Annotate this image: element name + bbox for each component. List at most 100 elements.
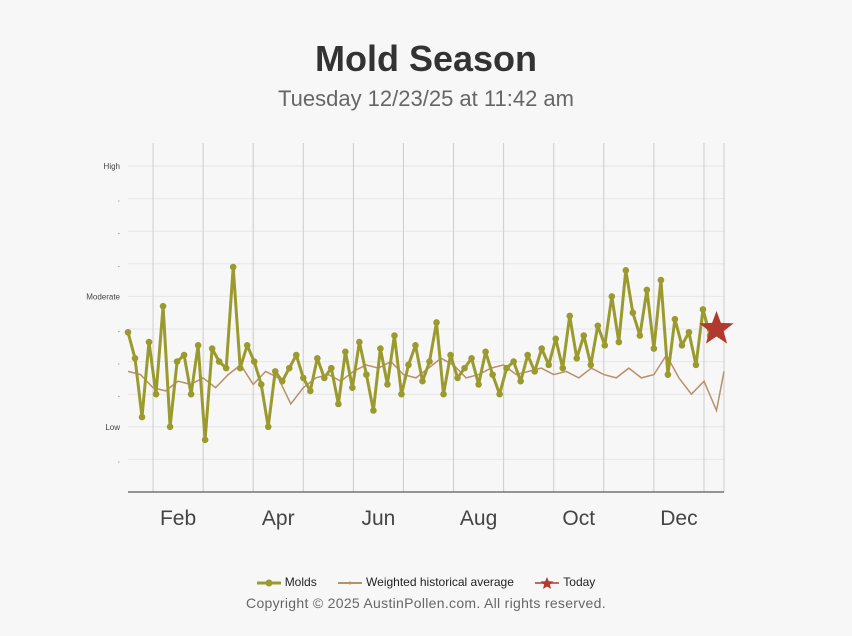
molds-point <box>580 332 588 339</box>
molds-point <box>307 387 314 395</box>
molds-point <box>510 358 517 365</box>
molds-point <box>629 309 637 317</box>
molds-legend-icon <box>256 579 281 587</box>
molds-point <box>531 368 538 375</box>
legend-label-historical: Weighted historical average <box>366 574 514 589</box>
molds-point <box>692 361 700 369</box>
molds-point <box>187 390 195 398</box>
molds-point <box>517 377 524 385</box>
molds-point <box>335 400 342 408</box>
molds-point <box>475 381 482 388</box>
star-legend-icon <box>535 576 560 589</box>
y-tick-label: . <box>118 260 120 269</box>
molds-point <box>384 381 391 388</box>
molds-point <box>229 263 237 271</box>
molds-point <box>398 390 405 398</box>
y-tick-label: . <box>118 325 120 334</box>
molds-point <box>131 355 139 362</box>
molds-point <box>257 381 265 388</box>
molds-point <box>426 358 433 365</box>
molds-point <box>678 342 686 349</box>
legend: Molds Weighted historical average Today <box>0 574 852 589</box>
legend-item-historical[interactable]: Weighted historical average <box>338 575 514 589</box>
molds-line <box>126 265 712 442</box>
molds-point <box>608 293 616 300</box>
molds-point <box>636 332 644 339</box>
molds-point <box>342 348 349 356</box>
legend-item-molds[interactable]: Molds <box>256 574 317 589</box>
molds-point <box>377 345 384 352</box>
molds-point <box>559 364 567 372</box>
molds-point <box>145 338 153 346</box>
y-tick-label: Low <box>105 423 120 432</box>
chart-subtitle: Tuesday 12/23/25 at 11:42 am <box>278 86 574 111</box>
molds-point <box>650 345 658 352</box>
molds-point <box>419 377 426 385</box>
molds-point <box>292 351 300 359</box>
molds-point <box>314 355 321 362</box>
molds-point <box>412 342 419 349</box>
y-tick-label: High <box>104 162 120 171</box>
x-tick-label: Aug <box>460 507 497 530</box>
y-tick-label: . <box>118 227 120 236</box>
y-tick-label: . <box>118 358 120 367</box>
legend-item-today[interactable]: Today <box>535 575 595 589</box>
molds-point <box>285 364 293 372</box>
today-star-marker <box>699 311 734 344</box>
molds-point <box>264 423 272 431</box>
molds-point <box>468 355 475 362</box>
molds-point <box>594 322 602 330</box>
x-tick-label: Dec <box>660 507 697 530</box>
molds-point <box>503 364 510 372</box>
molds-point <box>363 371 370 378</box>
molds-point <box>622 267 630 274</box>
molds-point <box>601 342 609 349</box>
molds-point <box>349 384 356 391</box>
molds-point <box>201 436 209 444</box>
x-tick-label: Apr <box>262 507 295 530</box>
legend-label-molds: Molds <box>284 574 317 589</box>
molds-point <box>440 390 447 398</box>
molds-point <box>152 390 160 398</box>
molds-point <box>454 374 461 382</box>
molds-point <box>482 348 489 356</box>
molds-point <box>643 286 651 294</box>
molds-point <box>370 407 377 414</box>
molds-point <box>433 319 440 326</box>
molds-point <box>538 345 545 352</box>
copyright-notice: Copyright © 2025 AustinPollen.com. All r… <box>246 595 606 611</box>
molds-point <box>159 302 167 310</box>
y-tick-label: Moderate <box>86 292 120 301</box>
molds-point <box>180 351 188 359</box>
molds-point <box>124 328 132 336</box>
mold-season-chart: High... Moderate... Low. Feb Apr Jun Aug Oct Dec <box>86 143 734 530</box>
molds-point <box>278 377 286 385</box>
molds-point <box>356 338 363 346</box>
molds-point <box>236 364 244 372</box>
molds-point <box>447 351 454 359</box>
molds-point <box>138 413 146 421</box>
y-tick-label: . <box>118 195 120 204</box>
molds-point <box>552 335 560 343</box>
molds-point <box>657 276 665 284</box>
historical-legend-icon <box>338 581 363 585</box>
molds-point <box>194 342 202 349</box>
molds-point <box>699 306 707 313</box>
molds-point <box>489 371 496 378</box>
molds-point <box>615 338 623 346</box>
y-tick-label: . <box>118 455 120 464</box>
x-tick-label: Oct <box>562 507 595 530</box>
molds-point <box>299 374 307 382</box>
molds-point <box>566 312 574 320</box>
molds-point <box>664 371 672 378</box>
molds-point <box>222 364 230 372</box>
molds-point <box>545 361 553 369</box>
molds-point <box>587 361 595 369</box>
molds-point <box>573 355 581 362</box>
molds-point <box>524 351 531 359</box>
molds-point <box>496 390 503 398</box>
molds-point <box>461 364 468 372</box>
legend-label-today: Today <box>563 574 596 589</box>
molds-point <box>250 358 258 365</box>
x-tick-label: Feb <box>160 507 196 530</box>
